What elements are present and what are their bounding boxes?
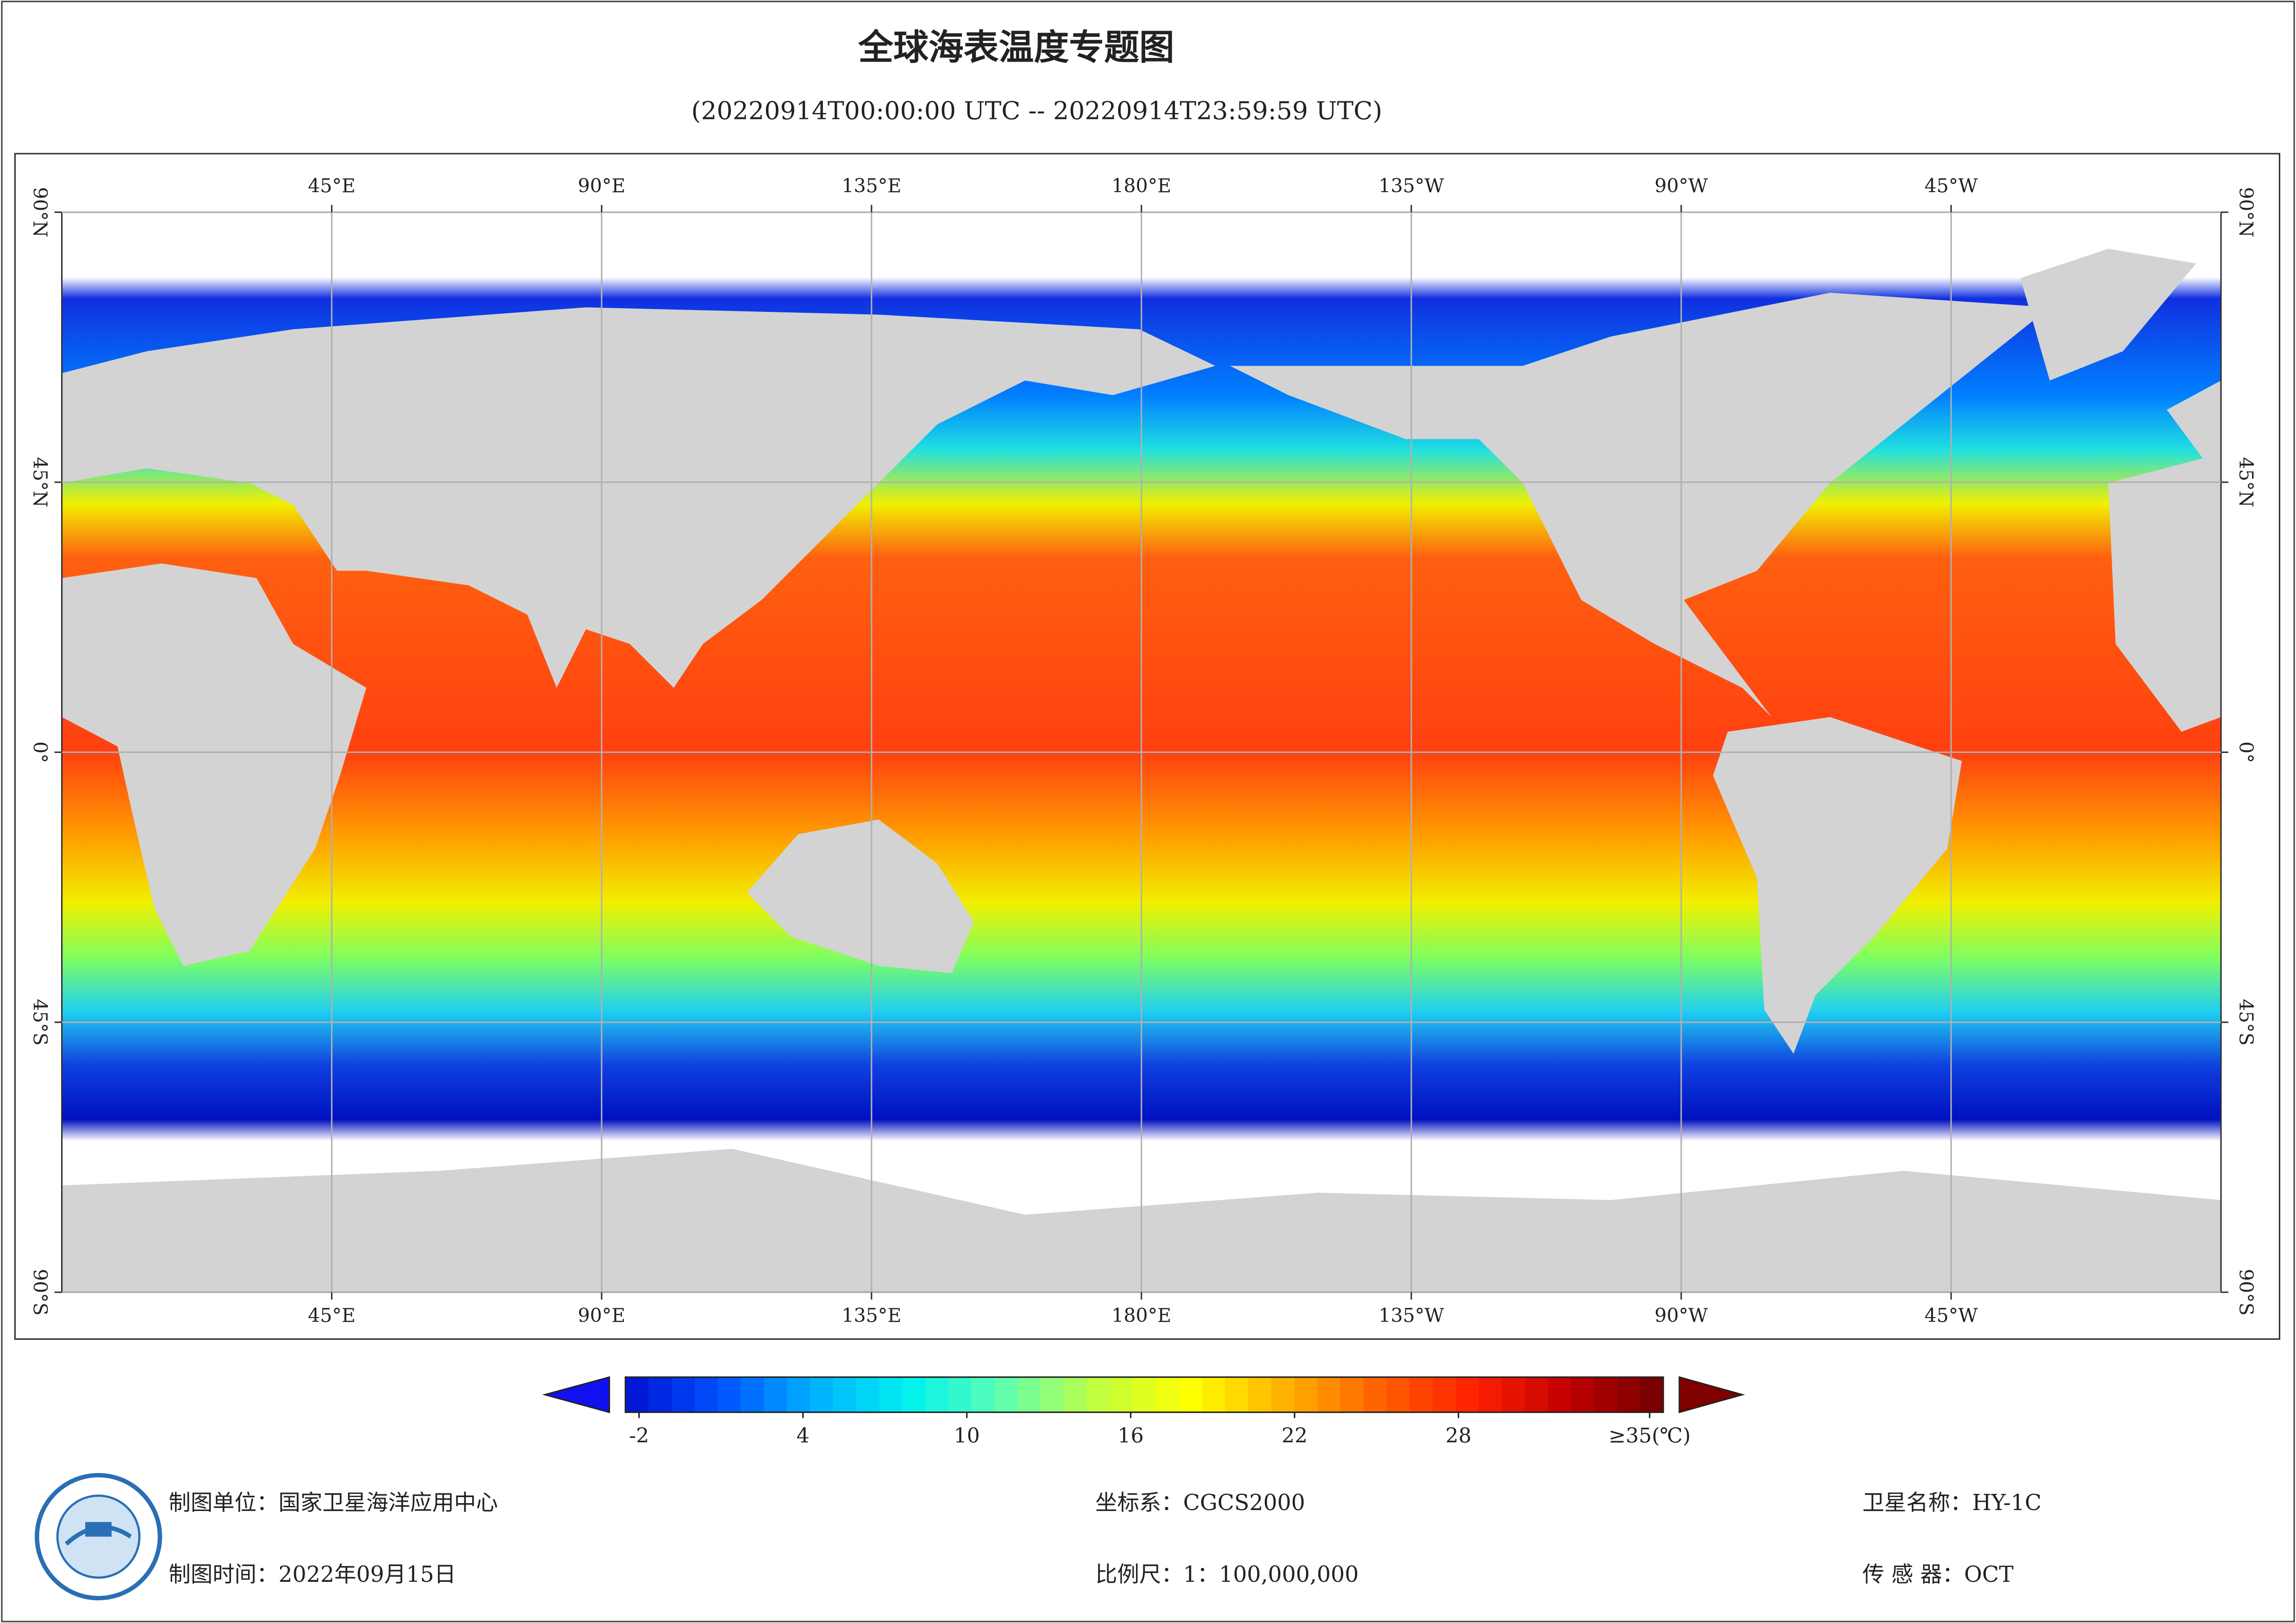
colorbar-segment xyxy=(1156,1377,1180,1412)
lat-label: 90°N xyxy=(29,187,51,237)
colorbar-segment xyxy=(1017,1377,1042,1412)
colorbar-segment xyxy=(1063,1377,1087,1412)
colorbar-segment xyxy=(1110,1377,1134,1412)
colorbar-segment xyxy=(1133,1377,1157,1412)
colorbar-segment xyxy=(1363,1377,1387,1412)
colorbar-segment xyxy=(1479,1377,1503,1412)
colorbar-tick-label: 16 xyxy=(1117,1424,1143,1448)
colorbar-segment xyxy=(856,1377,880,1412)
lon-label: 90°E xyxy=(578,174,625,197)
north-america xyxy=(1230,292,2050,717)
logo xyxy=(35,1473,162,1600)
colorbar-segment xyxy=(694,1377,718,1412)
lon-label: 45°E xyxy=(308,174,356,197)
map-frame xyxy=(14,153,2281,1340)
colorbar-segment xyxy=(1410,1377,1434,1412)
colorbar-segment xyxy=(879,1377,903,1412)
colorbar-tick-label: 28 xyxy=(1445,1424,1471,1448)
lat-label: 45°S xyxy=(29,999,51,1045)
lat-label: 45°N xyxy=(2235,457,2257,508)
lat-label: 45°N xyxy=(29,457,51,508)
colorbar-segment xyxy=(1179,1377,1203,1412)
colorbar-segment xyxy=(1248,1377,1272,1412)
colorbar-segment xyxy=(741,1377,765,1412)
colorbar-segment xyxy=(763,1377,788,1412)
title: 全球海表温度专题图 xyxy=(858,27,1174,68)
colorbar-segment xyxy=(833,1377,857,1412)
colorbar-segment xyxy=(625,1377,649,1412)
lon-label: 45°W xyxy=(1924,1305,1978,1327)
colorbar-segment xyxy=(1548,1377,1572,1412)
lat-label: 90°N xyxy=(2235,187,2257,237)
footer-item: 制图单位：国家卫星海洋应用中心 xyxy=(168,1490,498,1516)
lon-label: 45°W xyxy=(1924,174,1978,197)
colorbar-under xyxy=(542,1376,610,1413)
footer-item: 传 感 器：OCT xyxy=(1862,1562,2014,1587)
lat-label: 0° xyxy=(29,741,51,763)
colorbar-tick-label: -2 xyxy=(629,1424,649,1448)
colorbar-segment xyxy=(1202,1377,1226,1412)
lon-label: 90°W xyxy=(1654,174,1708,197)
colorbar-segment xyxy=(718,1377,742,1412)
lon-label: 180°E xyxy=(1111,1305,1171,1327)
colorbar-segment xyxy=(1455,1377,1479,1412)
colorbar-segment xyxy=(1040,1377,1064,1412)
colorbar-segment xyxy=(1386,1377,1410,1412)
colorbar-segment xyxy=(671,1377,695,1412)
colorbar-segment xyxy=(1225,1377,1249,1412)
lon-label: 135°E xyxy=(842,174,901,197)
footer-item: 坐标系：CGCS2000 xyxy=(1095,1490,1305,1516)
colorbar-segment xyxy=(1502,1377,1526,1412)
eurasia xyxy=(62,307,1216,688)
lon-label: 135°E xyxy=(842,1305,901,1327)
colorbar-segment xyxy=(1294,1377,1318,1412)
colorbar-over xyxy=(1678,1376,1745,1413)
colorbar-segment xyxy=(786,1377,811,1412)
colorbar-segment xyxy=(1086,1377,1111,1412)
colorbar-segment xyxy=(1594,1377,1618,1412)
lon-label: 135°W xyxy=(1379,1305,1444,1327)
map xyxy=(61,211,2222,1293)
footer-item: 制图时间：2022年09月15日 xyxy=(168,1562,456,1587)
lat-label: 90°S xyxy=(2235,1269,2257,1316)
lat-label: 90°S xyxy=(29,1269,51,1316)
lat-label: 0° xyxy=(2235,741,2257,763)
colorbar-segment xyxy=(1432,1377,1456,1412)
colorbar-segment xyxy=(948,1377,972,1412)
colorbar-segment xyxy=(1617,1377,1641,1412)
colorbar-segment xyxy=(1525,1377,1549,1412)
colorbar-border xyxy=(624,1376,1664,1413)
colorbar-segment xyxy=(1340,1377,1364,1412)
colorbar-segment xyxy=(1271,1377,1295,1412)
africa xyxy=(62,563,367,966)
colorbar-segment xyxy=(648,1377,672,1412)
colorbar-tick-label: 10 xyxy=(954,1424,980,1448)
colorbar-tick-label: ≥35(℃) xyxy=(1609,1424,1691,1448)
colorbar-tick-label: 4 xyxy=(796,1424,809,1448)
subtitle: (20220914T00:00:00 UTC -- 20220914T23:59… xyxy=(691,96,1382,125)
colorbar-segment xyxy=(810,1377,834,1412)
colorbar-segment xyxy=(1640,1377,1664,1412)
lon-label: 45°E xyxy=(308,1305,356,1327)
colorbar-segment xyxy=(1317,1377,1341,1412)
colorbar-segment xyxy=(971,1377,995,1412)
lon-label: 90°W xyxy=(1654,1305,1708,1327)
colorbar-segment xyxy=(1571,1377,1595,1412)
colorbar-tick-label: 22 xyxy=(1281,1424,1307,1448)
footer-item: 比例尺：1：100,000,000 xyxy=(1095,1562,1359,1587)
lon-label: 135°W xyxy=(1379,174,1444,197)
australia xyxy=(747,819,974,973)
greenland xyxy=(2020,249,2196,381)
footer-item: 卫星名称：HY-1C xyxy=(1862,1490,2041,1516)
lat-label: 45°S xyxy=(2235,999,2257,1045)
lon-label: 90°E xyxy=(578,1305,625,1327)
colorbar-segment xyxy=(925,1377,949,1412)
colorbar-segment xyxy=(994,1377,1018,1412)
colorbar-segment xyxy=(902,1377,926,1412)
south-america xyxy=(1713,717,1962,1054)
west-africa-europe xyxy=(2108,380,2221,732)
lon-label: 180°E xyxy=(1111,174,1171,197)
